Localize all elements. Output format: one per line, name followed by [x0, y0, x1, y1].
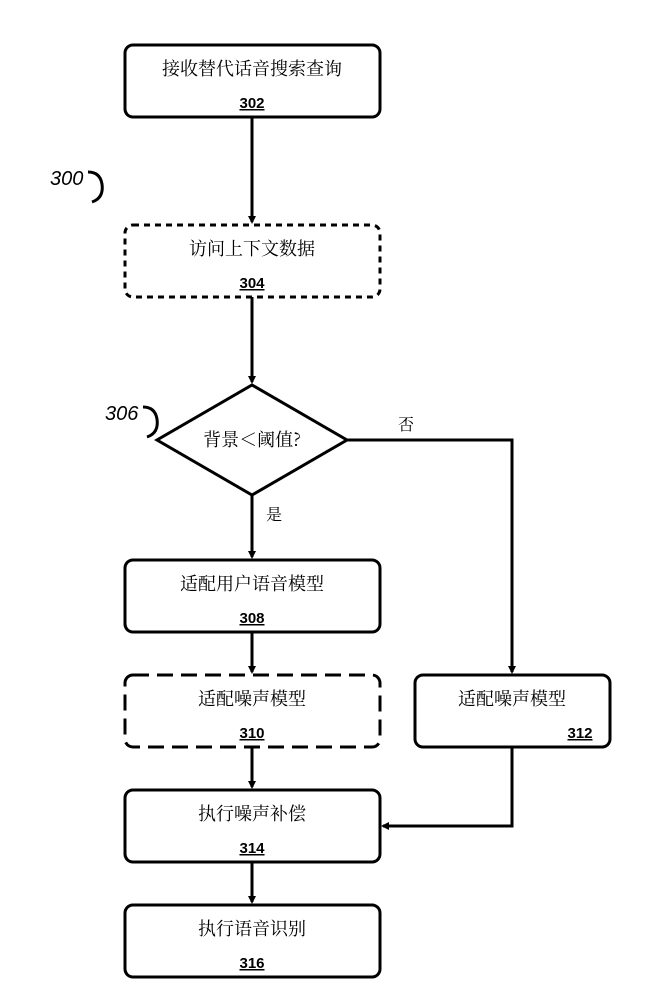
- node-312: 适配噪声模型 312: [415, 675, 610, 747]
- node-314-label: 执行噪声补偿: [198, 800, 306, 826]
- node-304-ref: 304: [239, 275, 265, 292]
- node-304: 访问上下文数据 304: [125, 225, 380, 297]
- node-316: 执行语音识别 316: [125, 905, 380, 977]
- node-316-label: 执行语音识别: [198, 915, 306, 941]
- node-304-label: 访问上下文数据: [189, 235, 315, 261]
- figure-label-text: 300: [50, 168, 83, 190]
- node-316-ref: 316: [239, 955, 264, 972]
- node-310: 适配噪声模型 310: [125, 675, 380, 747]
- node-310-label: 适配噪声模型: [198, 685, 306, 711]
- node-314: 执行噪声补偿 314: [125, 790, 380, 862]
- node-306: 背景＜阈值?: [157, 385, 347, 495]
- node-306-ref: 306: [105, 403, 139, 425]
- node-302: 接收替代话音搜索查询 302: [125, 45, 380, 117]
- node-312-label: 适配噪声模型: [458, 685, 566, 711]
- node-302-label: 接收替代话音搜索查询: [162, 55, 342, 81]
- node-314-ref: 314: [239, 840, 265, 857]
- edge-306-308: 是: [252, 495, 282, 557]
- node-312-ref: 312: [567, 725, 592, 742]
- node-310-ref: 310: [239, 725, 264, 742]
- figure-label: 300: [50, 168, 102, 202]
- edge-306-308-label: 是: [266, 502, 282, 525]
- node-308-label: 适配用户语音模型: [180, 570, 324, 596]
- edge-312-314: [383, 747, 512, 826]
- node-306-ref-callout: 306: [105, 403, 157, 437]
- node-308: 适配用户语音模型 308: [125, 560, 380, 632]
- node-306-label: 背景＜阈值?: [203, 426, 301, 452]
- edge-306-312-label: 否: [398, 412, 414, 435]
- node-302-ref: 302: [239, 95, 264, 112]
- node-308-ref: 308: [239, 610, 264, 627]
